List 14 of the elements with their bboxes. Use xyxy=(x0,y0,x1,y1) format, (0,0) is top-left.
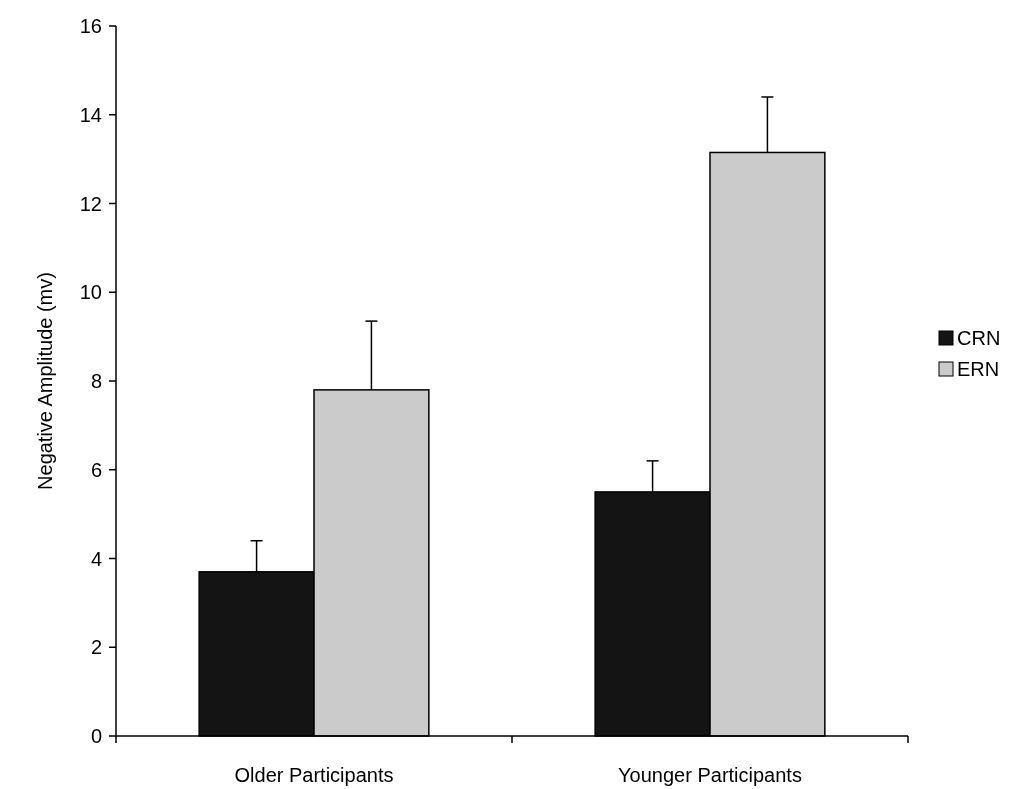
x-tick-label: Younger Participants xyxy=(618,764,802,786)
y-tick-label: 2 xyxy=(90,636,102,659)
y-tick-label: 6 xyxy=(90,458,102,481)
y-tick-label: 0 xyxy=(90,725,102,747)
y-tick-label: 4 xyxy=(90,547,102,570)
y-axis-title: Negative Amplitude (mv) xyxy=(34,272,56,490)
legend-label: CRN xyxy=(957,327,1001,349)
y-tick-label: 14 xyxy=(79,103,102,126)
x-tick-label: Older Participants xyxy=(234,764,394,786)
y-tick-label: 16 xyxy=(79,15,102,37)
y-tick-label: 8 xyxy=(90,370,102,392)
y-tick-label: 12 xyxy=(79,192,102,215)
y-tick-label: 10 xyxy=(79,281,102,304)
legend-label: ERN xyxy=(957,358,1000,380)
